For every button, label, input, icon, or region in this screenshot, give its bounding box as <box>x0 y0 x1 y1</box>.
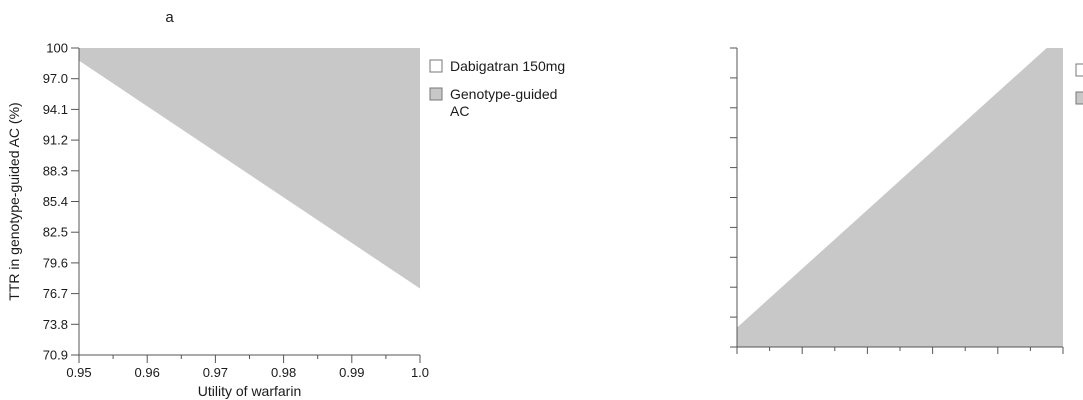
x-tick-label: 1.0 <box>411 365 429 380</box>
y-tick-label: 76.7 <box>43 286 68 301</box>
x-tick-label: 0.95 <box>66 365 91 380</box>
y-tick-label: 91.2 <box>43 133 68 148</box>
legend-swatch <box>429 59 443 73</box>
y-tick-label: 100 <box>46 41 68 56</box>
y-tick-label: 88.3 <box>43 163 68 178</box>
shaded-region-genotype <box>79 48 420 289</box>
legend-label: Dabigatran 150mg <box>450 58 565 74</box>
x-tick-label: 0.96 <box>135 365 160 380</box>
legend-swatch <box>1075 63 1083 77</box>
x-tick-label: 0.98 <box>271 365 296 380</box>
y-tick-label: 97.0 <box>43 71 68 86</box>
y-tick-label: 70.9 <box>43 348 68 363</box>
legend-swatch <box>429 87 443 101</box>
x-tick-label: 0.97 <box>203 365 228 380</box>
x-axis-title: Utility of warfarin <box>198 383 301 399</box>
y-tick-label: 85.4 <box>43 194 68 209</box>
panel-label: a <box>165 9 174 26</box>
legend-label: Genotype-guided AC <box>450 86 557 119</box>
x-tick-label: 0.99 <box>339 365 364 380</box>
chart-panel-2 <box>730 47 1083 354</box>
chart-panel-1: a 70.9 73.8 76.7 79.6 82.5 85.4 88.3 91.2 94.1 97.… <box>6 9 565 399</box>
legend-swatch <box>1075 91 1083 105</box>
y-tick-label: 82.5 <box>43 225 68 240</box>
y-axis-title: TTR in genotype-guided AC (%) <box>6 102 22 300</box>
y-tick-label: 73.8 <box>43 317 68 332</box>
y-tick-label: 94.1 <box>43 102 68 117</box>
y-tick-label: 79.6 <box>43 255 68 270</box>
shaded-region-genotype <box>737 48 1063 347</box>
